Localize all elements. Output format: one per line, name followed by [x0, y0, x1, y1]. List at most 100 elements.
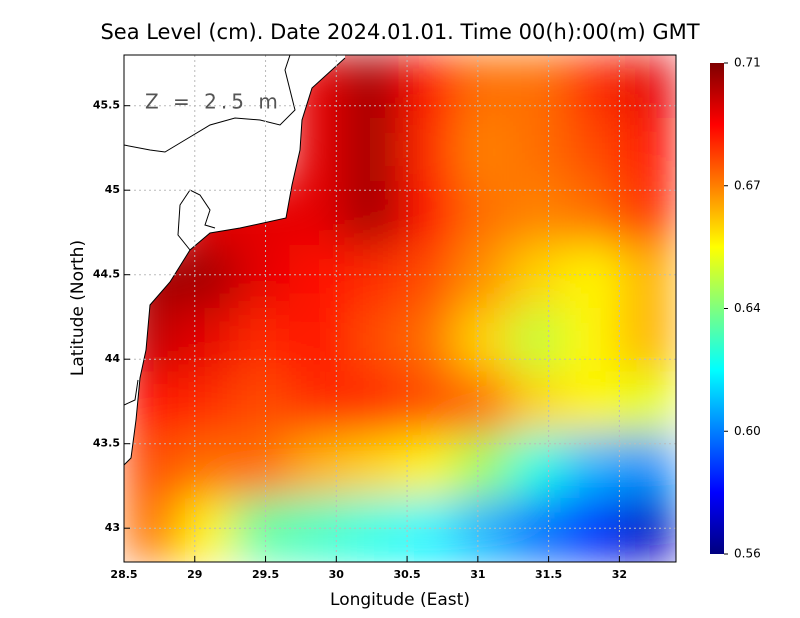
field-cell: [454, 498, 511, 562]
colorbar-tick-label: 0.60: [734, 424, 761, 438]
field-cell: [124, 434, 180, 500]
field-cell: [344, 55, 401, 119]
plot-frame: [123, 54, 677, 563]
field-cell: [289, 434, 346, 500]
field-cell: [233, 371, 291, 436]
field-cell: [565, 117, 622, 183]
colorbar-tick-label: 0.67: [734, 178, 761, 192]
field-cell: [454, 371, 511, 436]
river-outline: [124, 379, 139, 406]
field-cell: [620, 117, 676, 183]
inland-boundary: [124, 55, 296, 153]
y-tick-label: 45.5: [93, 99, 120, 112]
field-cell: [289, 371, 346, 436]
colorbar-tick-label: 0.56: [734, 547, 761, 561]
field-cell: [344, 181, 401, 246]
colorbar-tick-label: 0.71: [734, 56, 761, 70]
y-tick-label: 44.5: [93, 268, 120, 281]
field-cell: [565, 371, 622, 436]
field-cell: [509, 371, 567, 436]
lake-outline: [177, 189, 216, 251]
field-cell: [565, 434, 622, 500]
x-axis-label: Longitude (East): [330, 590, 470, 610]
y-axis-label: Latitude (North): [68, 240, 88, 376]
field-cell: [620, 371, 676, 436]
field-cell: [565, 244, 622, 309]
field-cell: [233, 498, 291, 562]
field-cell: [399, 117, 456, 183]
colorbar: 0.56 0.60 0.64 0.67 0.71: [710, 56, 761, 561]
field-cell: [399, 181, 456, 246]
field-cell: [344, 434, 401, 500]
field-cell: [565, 498, 622, 562]
coastline: [124, 57, 346, 466]
x-tick-label: 31.5: [535, 568, 562, 581]
field-cell: [454, 181, 511, 246]
field-cell: [509, 55, 567, 119]
field-cell: [178, 308, 235, 373]
field-cell: [233, 434, 291, 500]
field-cell: [620, 308, 676, 373]
field-cell: [289, 181, 346, 246]
field-cell: [178, 244, 235, 309]
field-cell: [454, 308, 511, 373]
field-cell: [289, 308, 346, 373]
x-tick-label: 28.5: [110, 568, 137, 581]
field-cell: [233, 244, 291, 309]
field-cell: [399, 498, 456, 562]
field-cell: [344, 371, 401, 436]
field-cell: [289, 244, 346, 309]
field-cell: [454, 434, 511, 500]
y-tick-label: 45: [105, 183, 120, 196]
field-cell: [509, 498, 567, 562]
x-tick-label: 30.5: [394, 568, 421, 581]
field-cell: [565, 55, 622, 119]
x-tick-label: 29: [187, 568, 202, 581]
field-cell: [620, 434, 676, 500]
field-cell: [399, 55, 456, 119]
field-cell: [399, 371, 456, 436]
field-cell: [399, 434, 456, 500]
field-cell: [620, 55, 676, 119]
land: [124, 55, 345, 465]
field-cell: [509, 308, 567, 373]
field-cell: [509, 244, 567, 309]
field-cell: [399, 244, 456, 309]
y-tick-label: 44: [105, 352, 121, 365]
annotation: Z = 2.5 m: [145, 90, 282, 114]
field-cell: [509, 181, 567, 246]
field-cell: [620, 498, 676, 562]
field-cell: [344, 117, 401, 183]
field-cell: [454, 117, 511, 183]
field-cell: [233, 308, 291, 373]
x-tick-label: 32: [612, 568, 627, 581]
field-cell: [454, 55, 511, 119]
title: Sea Level (cm). Date 2024.01.01. Time 00…: [100, 20, 699, 44]
field-cell: [454, 244, 511, 309]
field-cell: [289, 498, 346, 562]
field-cell: [178, 498, 235, 562]
field-cell: [124, 498, 180, 562]
field-cell: [509, 434, 567, 500]
x-tick-label: 29.5: [252, 568, 279, 581]
field-cell: [620, 244, 676, 309]
field-cell: [344, 244, 401, 309]
y-tick-label: 43.5: [93, 437, 120, 450]
field-area: [124, 55, 676, 562]
x-tick-label: 31: [470, 568, 485, 581]
colorbar-ramp: [710, 63, 724, 554]
colorbar-tick-label: 0.64: [734, 301, 761, 315]
field-cell: [509, 117, 567, 183]
field-cell: [344, 308, 401, 373]
grid: [123, 55, 676, 562]
field-cell: [565, 181, 622, 246]
field-cell: [178, 434, 235, 500]
field-cell: [178, 371, 235, 436]
x-tick-label: 30: [329, 568, 345, 581]
field-cell: [399, 308, 456, 373]
field: [124, 55, 676, 562]
field-cell: [344, 498, 401, 562]
field-cell: [565, 308, 622, 373]
y-tick-label: 43: [105, 521, 120, 534]
